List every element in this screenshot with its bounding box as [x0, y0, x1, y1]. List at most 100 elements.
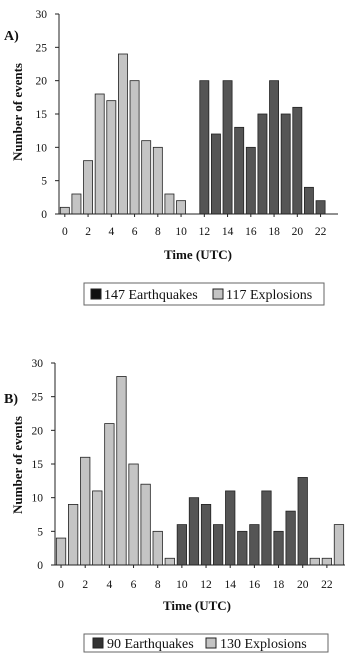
bar-earthquake-hour-14-a	[222, 80, 233, 215]
bar-earthquake-hour-11-b	[188, 497, 200, 566]
legend-label-earthquakes-a: 147 Earthquakes	[104, 288, 198, 303]
y-tick-label-a: 20	[36, 76, 48, 88]
bar-explosion-hour-2-a	[83, 160, 93, 215]
y-tick-label-b: 0	[37, 560, 43, 572]
x-tick-label-b: 22	[321, 579, 333, 591]
y-tick-label-b: 20	[32, 425, 44, 437]
bar-earthquake-hour-18-b	[273, 530, 284, 566]
x-tick-label-b: 16	[249, 579, 261, 591]
x-tick-label-a: 8	[155, 226, 161, 238]
y-tick-label-b: 30	[32, 358, 44, 370]
y-tick-label-a: 10	[36, 142, 48, 154]
bar-earthquake-hour-20-a	[292, 106, 303, 215]
x-tick-label-b: 14	[224, 579, 236, 591]
y-axis-title-b: Number of events	[10, 416, 25, 514]
bar-explosion-hour-10-a	[176, 200, 186, 215]
bar-earthquake-hour-17-b	[261, 490, 272, 566]
bar-explosion-hour-3-a	[94, 93, 105, 215]
bar-explosion-hour-8-b	[152, 530, 163, 566]
x-tick-label-b: 0	[58, 579, 64, 591]
x-tick-label-a: 2	[85, 226, 91, 238]
bar-earthquake-hour-22-a	[315, 200, 326, 215]
y-tick-label-a: 25	[36, 42, 48, 54]
bar-explosion-hour-7-a	[141, 140, 152, 215]
x-tick-label-a: 6	[132, 226, 138, 238]
bar-earthquake-hour-20-b	[297, 477, 308, 566]
chart-panel-a: A) Number of events 0 5 10 15 20 25 30 0 2 4 6 8 10…	[4, 9, 338, 306]
legend-b: 90 Earthquakes 130 Explosions	[83, 633, 329, 653]
bar-earthquake-hour-13-b	[213, 524, 224, 566]
x-tick-label-b: 20	[297, 579, 309, 591]
legend-swatch-explosions-b	[205, 637, 217, 649]
y-axis-title-a: Number of events	[10, 63, 25, 161]
y-tick-label-a: 5	[41, 176, 47, 188]
bar-earthquake-hour-12-a	[199, 80, 210, 215]
bar-explosion-hour-21-b	[309, 557, 320, 566]
x-tick-label-b: 4	[107, 579, 113, 591]
bar-earthquake-hour-10-b	[176, 524, 187, 566]
bar-earthquake-hour-15-b	[237, 530, 248, 566]
x-ticks-b: 0 2 4 6 8 10 12 14 16 18 20 22	[58, 565, 333, 591]
bars-b	[55, 376, 345, 566]
x-axis-title-b: Time (UTC)	[163, 598, 231, 613]
bar-earthquake-hour-17-a	[257, 113, 268, 215]
legend-swatch-explosions-a	[212, 288, 224, 300]
x-tick-label-a: 0	[62, 226, 68, 238]
bar-explosion-hour-7-b	[140, 483, 151, 566]
bar-explosion-hour-5-b	[116, 376, 127, 566]
panel-label-b: B)	[4, 392, 18, 407]
bar-explosion-hour-6-b	[128, 463, 139, 566]
x-axis-title-a: Time (UTC)	[164, 247, 232, 262]
bar-earthquake-hour-19-b	[285, 510, 296, 566]
x-tick-label-a: 12	[199, 226, 211, 238]
x-tick-label-a: 20	[292, 226, 304, 238]
x-tick-label-a: 16	[245, 226, 257, 238]
bar-explosion-hour-9-b	[164, 557, 175, 566]
y-tick-label-b: 10	[32, 493, 44, 505]
bar-explosion-hour-23-b	[333, 524, 345, 566]
bar-earthquake-hour-12-b	[200, 503, 212, 566]
bar-explosion-hour-8-a	[152, 146, 163, 215]
x-tick-label-b: 18	[273, 579, 285, 591]
bar-earthquake-hour-18-a	[269, 80, 279, 215]
legend-swatch-earthquakes-b	[92, 637, 104, 649]
panel-label-a: A)	[4, 29, 19, 44]
bar-explosion-hour-0-a	[59, 206, 70, 215]
bars-a	[59, 53, 326, 215]
x-ticks-a: 0 2 4 6 8 10 12 14 16 18 20 22	[62, 214, 327, 238]
x-tick-label-a: 10	[175, 226, 187, 238]
legend-swatch-earthquakes-a	[90, 288, 102, 300]
bar-explosion-hour-9-a	[164, 193, 175, 215]
x-tick-label-b: 10	[176, 579, 188, 591]
bar-explosion-hour-4-a	[106, 100, 117, 215]
bar-earthquake-hour-16-a	[245, 146, 256, 215]
bar-explosion-hour-0-b	[55, 537, 67, 566]
legend-a: 147 Earthquakes 117 Explosions	[83, 282, 325, 306]
bar-earthquake-hour-19-a	[280, 113, 291, 215]
x-tick-label-a: 18	[268, 226, 280, 238]
y-tick-label-a: 30	[36, 9, 48, 21]
bar-earthquake-hour-15-a	[234, 126, 245, 215]
bar-explosion-hour-3-b	[92, 490, 103, 566]
bar-earthquake-hour-21-a	[303, 186, 314, 215]
bar-earthquake-hour-13-a	[210, 133, 221, 215]
chart-panel-b: B) Number of events 0 5 10 15 20 25 30 0 2 4 6 8 10…	[4, 358, 345, 653]
y-tick-label-b: 5	[37, 526, 43, 538]
legend-label-explosions-b: 130 Explosions	[220, 637, 307, 652]
y-ticks-b: 0 5 10 15 20 25 30	[32, 358, 55, 572]
x-tick-label-a: 4	[108, 226, 114, 238]
x-tick-label-b: 6	[131, 579, 137, 591]
x-tick-label-b: 8	[155, 579, 161, 591]
legend-frame-a	[83, 282, 325, 306]
x-tick-label-b: 12	[200, 579, 212, 591]
bar-explosion-hour-1-a	[71, 193, 82, 215]
x-tick-label-a: 14	[222, 226, 234, 238]
bar-earthquake-hour-14-b	[225, 490, 236, 566]
y-tick-label-b: 15	[32, 459, 44, 471]
bar-explosion-hour-6-a	[129, 80, 140, 215]
x-tick-label-a: 22	[315, 226, 327, 238]
bar-explosion-hour-5-a	[118, 53, 128, 215]
bar-explosion-hour-4-b	[104, 423, 115, 566]
bar-explosion-hour-2-b	[80, 456, 91, 566]
